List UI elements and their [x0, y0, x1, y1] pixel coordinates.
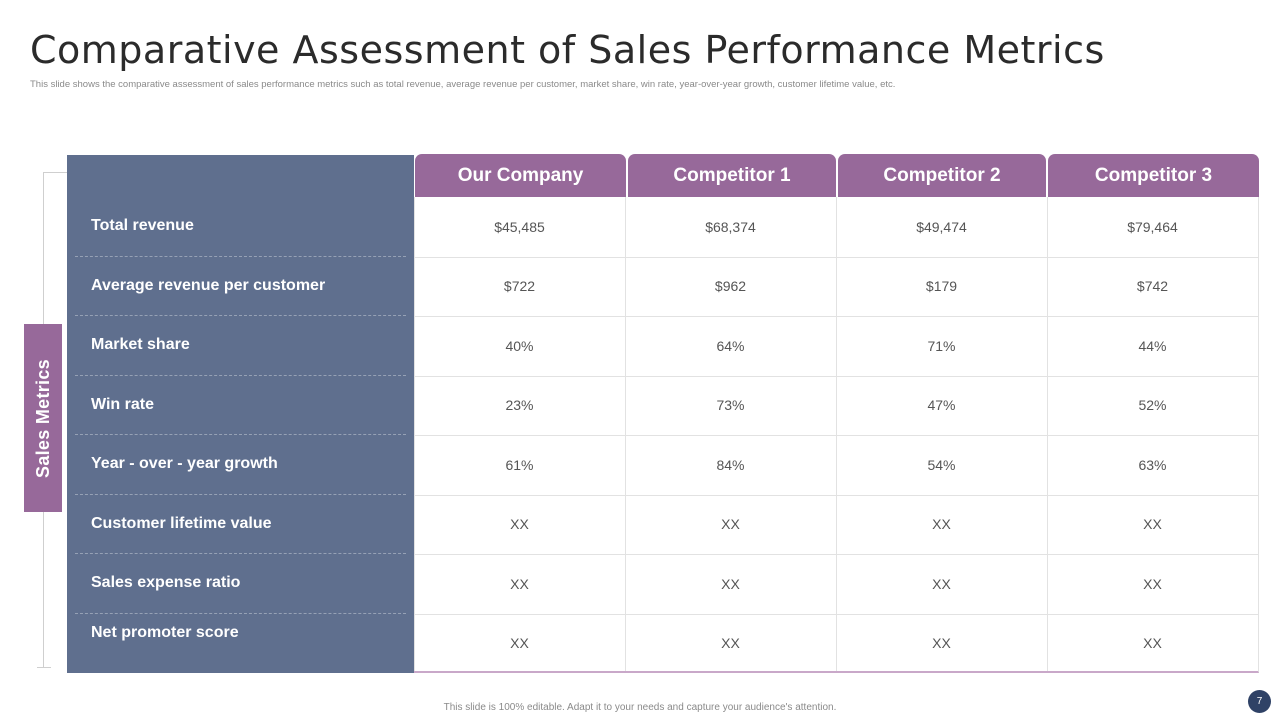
table-cell: 23% [505, 397, 534, 414]
table-cell: $722 [503, 278, 536, 295]
data-grid: $45,485 $68,374 $49,474 $79,464 $722 $962 $179… [414, 197, 1259, 673]
table-cell: 71% [927, 337, 956, 354]
grid-line [414, 197, 415, 671]
table-cell: XX [932, 635, 951, 652]
grid-line [414, 613, 1258, 615]
page-number-badge: 7 [1248, 690, 1271, 713]
column-header-competitor-2: Competitor 2 [838, 154, 1046, 197]
grid-line [414, 554, 1258, 555]
grid-line [414, 494, 1258, 496]
page-subtitle: This slide shows the comparative assessm… [30, 79, 896, 90]
sales-metrics-label: Sales Metrics [24, 324, 62, 512]
table-cell: $962 [714, 278, 747, 295]
bracket-tick-bottom [37, 667, 51, 668]
grid-line [836, 197, 837, 671]
table-cell: $49,474 [916, 218, 967, 235]
table-cell: 47% [927, 397, 956, 414]
table-cell: $742 [1136, 278, 1169, 295]
table-cell: 52% [1138, 397, 1167, 414]
table-cell: 63% [1138, 456, 1167, 473]
table-cell: XX [721, 516, 740, 533]
table-cell: XX [510, 635, 529, 652]
table-cell: XX [1143, 575, 1162, 592]
table-cell: XX [721, 635, 740, 652]
metric-label: Year - over - year growth [75, 435, 406, 495]
metric-label: Market share [75, 316, 406, 376]
grid-line [414, 256, 1258, 258]
table-cell: 54% [927, 456, 956, 473]
metric-label: Net promoter score [91, 623, 239, 641]
grid-line [625, 197, 626, 671]
metric-label: Average revenue per customer [75, 257, 406, 316]
page-title: Comparative Assessment of Sales Performa… [30, 28, 1105, 72]
table-cell: 44% [1138, 337, 1167, 354]
table-cell: XX [932, 575, 951, 592]
grid-line [414, 316, 1258, 317]
metric-label: Total revenue [75, 197, 406, 257]
table-cell: 61% [505, 456, 534, 473]
table-cell: XX [932, 516, 951, 533]
table-cell: $79,464 [1127, 218, 1178, 235]
table-cell: $179 [925, 278, 958, 295]
table-cell: XX [721, 575, 740, 592]
footer-note: This slide is 100% editable. Adapt it to… [443, 702, 837, 713]
column-header-our-company: Our Company [415, 154, 626, 197]
table-cell: $68,374 [705, 218, 756, 235]
table-cell: 64% [716, 337, 745, 354]
table-cell: 73% [716, 397, 745, 414]
table-cell: XX [510, 516, 529, 533]
metric-label: Customer lifetime value [75, 495, 406, 554]
metric-label: Win rate [75, 376, 406, 435]
metric-label: Sales expense ratio [75, 554, 406, 614]
table-cell: XX [1143, 516, 1162, 533]
table-cell: 84% [716, 456, 745, 473]
grid-line [414, 435, 1258, 436]
bracket-tick-top [43, 172, 67, 173]
table-cell: XX [510, 575, 529, 592]
column-header-competitor-3: Competitor 3 [1048, 154, 1259, 197]
table-cell: XX [1143, 635, 1162, 652]
sales-metrics-label-text: Sales Metrics [32, 358, 53, 478]
grid-line [1047, 197, 1048, 671]
column-header-competitor-1: Competitor 1 [628, 154, 836, 197]
grid-line [414, 375, 1258, 377]
metric-panel: Total revenue Average revenue per custom… [67, 155, 414, 673]
table-cell: $45,485 [494, 218, 545, 235]
table-cell: 40% [505, 337, 534, 354]
